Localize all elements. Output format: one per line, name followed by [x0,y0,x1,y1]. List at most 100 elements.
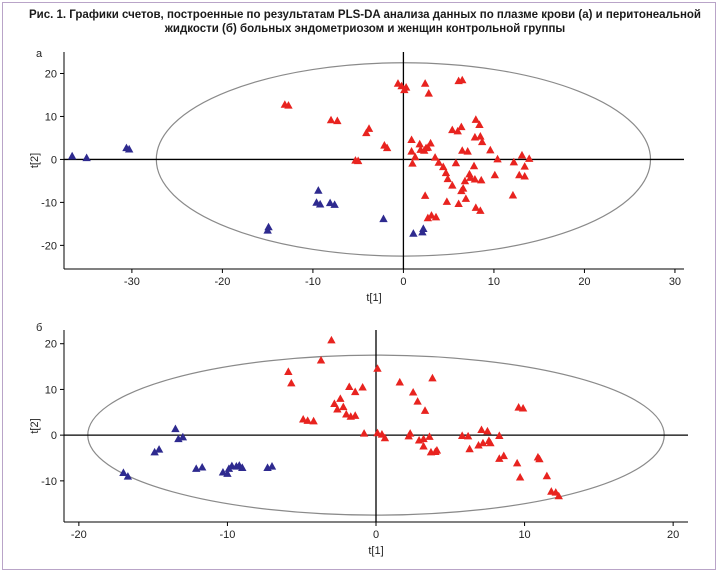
chart-2-red-point [351,387,360,396]
chart-1-red-point [476,132,485,140]
chart-1-red-point [515,170,524,179]
chart-2-red-point [284,367,293,375]
chart-2-blue-point [150,447,159,456]
chart-1-red-point [477,137,487,146]
chart-2-red-point [425,432,434,440]
chart-1-blue-point [379,214,388,223]
chart-2-x-tick-label: -10 [219,529,235,541]
chart-1-red-point [333,116,342,125]
chart-1-red-point [508,190,518,199]
chart-1-red-point [525,154,534,162]
chart-2-y-axis-label: t[2] [29,418,41,433]
chart-1-x-tick-label: 10 [488,276,500,288]
chart-1-red-point [471,203,481,211]
chart-2-y-tick-label: 0 [51,430,57,442]
chart-2-red-point [518,403,528,412]
chart-2-red-point [515,473,525,481]
chart-2-x-tick-label: 20 [667,529,679,541]
chart-2-red-point [432,446,442,454]
chart-1-blue-point [409,229,418,237]
chart-2-blue-point [119,468,128,476]
chart-1-blue-point [330,200,339,208]
chart-2-red-point [419,441,428,450]
chart-1-red-point [520,171,529,180]
chart-1-red-point [382,143,392,152]
chart-1-red-point [448,125,457,134]
chart-1-blue-point [325,198,335,207]
chart-2-blue-point [267,462,277,470]
chart-2-red-point [380,433,390,442]
chart-1-red-point [457,186,466,195]
chart-2-red-point [542,471,552,480]
chart-1-red-point [460,176,470,185]
chart-1-red-point [471,115,481,123]
chart-1-red-point [477,175,486,184]
chart-2-blue-point [178,432,188,441]
chart-1-red-point [470,174,480,183]
chart-1-red-point [454,199,463,208]
chart-2-red-point [359,429,369,437]
chart-1-red-point [458,146,467,154]
chart-1-red-point [476,206,485,214]
chart-1-red-point [410,152,420,161]
chart-2-red-point [342,409,351,418]
chart-1-y-tick-label: 20 [45,68,57,80]
chart-1-red-point [424,89,433,97]
chart-2-red-point [463,431,473,440]
chart-1-blue-point [315,199,325,208]
chart-2-y-tick-label: 20 [45,339,57,351]
chart-1-red-point [326,115,336,124]
chart-2-red-point [316,355,326,364]
chart-2-red-point [554,491,563,500]
chart-2-red-point [373,428,382,437]
chart-2-red-point [457,431,467,439]
chart-1-red-point [284,101,293,109]
chart-1-red-point [427,211,436,219]
chart-2-red-point [512,458,522,467]
chart-1-blue-point [82,153,91,162]
chart-2-blue-point [223,469,232,477]
chart-1-red-point [407,135,416,144]
chart-1-blue-point [418,227,427,236]
chart-1-red-point [415,139,424,148]
chart-1-red-point [490,170,500,179]
chart-1-red-point [517,150,527,159]
chart-2-red-point [495,454,504,462]
chart-2-red-point [477,425,486,434]
chart-2-red-point [373,364,382,372]
chart-2-red-point [483,426,492,435]
chart-1-y-tick-label: -10 [41,197,57,209]
chart-1-red-point [469,161,479,170]
chart-2-red-point [495,431,504,439]
chart-2-red-point [486,438,495,447]
chart-1-blue-point [67,151,77,160]
chart-1-red-point [423,143,433,151]
chart-2-y-tick-label: 10 [45,384,57,396]
chart-2-red-point [351,411,360,419]
chart-1-red-point [426,138,435,147]
figure-caption: Рис. 1. Графики счетов, построенные по р… [29,9,701,35]
chart-1-red-point [423,213,433,222]
chart-2-y-tick-label: -10 [41,476,57,488]
chart-1-red-point [443,174,452,183]
chart-1-red-point [457,122,466,131]
chart-2-red-point [465,444,474,453]
chart-2-red-point [358,382,367,391]
chart-2-red-point [405,429,415,437]
chart-1-red-point [408,159,417,167]
chart-2-x-tick-label: 10 [518,529,530,541]
chart-1-red-point [461,194,471,202]
chart-2-blue-point [192,464,201,472]
chart-2-red-point [287,378,296,387]
chart-1-red-point [475,120,484,128]
chart-2-red-point [339,402,348,411]
chart-1-red-point [420,79,430,87]
chart-1-red-point [430,153,440,161]
chart-1-red-point [453,126,462,135]
chart-2-red-point [420,406,430,414]
chart-1-red-point [509,157,519,166]
chart-1-red-point [442,197,452,205]
chart-1-blue-point [263,226,272,234]
chart-1-red-point [466,173,475,181]
